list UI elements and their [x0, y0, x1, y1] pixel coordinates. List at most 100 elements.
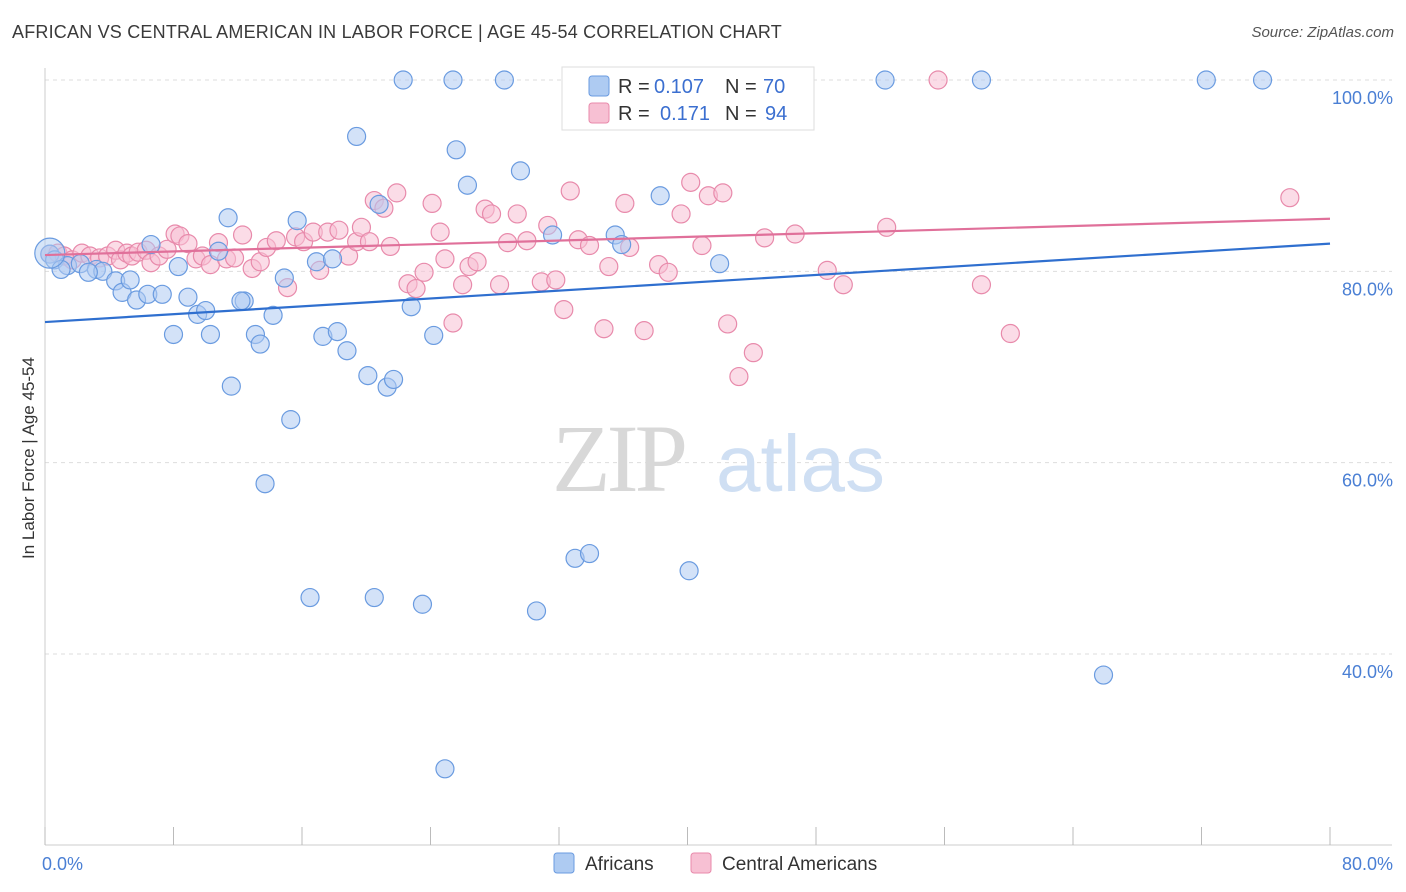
- series-legend: Africans Central Americans: [553, 852, 877, 875]
- central-americans-point: [560, 181, 580, 201]
- axes: [44, 68, 1392, 846]
- grid-lines: [45, 79, 1392, 655]
- central-americans-point: [594, 319, 614, 339]
- africans-point: [364, 587, 384, 608]
- central-americans-point: [634, 321, 654, 341]
- central-americans-point: [266, 231, 286, 251]
- central-americans-point: [743, 343, 763, 363]
- legend-swatch-africans: [588, 75, 610, 97]
- africans-point: [200, 324, 221, 345]
- africans-point: [120, 270, 140, 290]
- africans-point: [383, 369, 404, 390]
- bottom-legend-central: Central Americans: [722, 854, 877, 875]
- africans-point: [218, 208, 238, 228]
- africans-point: [971, 70, 992, 90]
- central-americans-point: [414, 262, 434, 282]
- africans-point: [1196, 70, 1216, 90]
- legend-n-africans: 70: [763, 76, 785, 98]
- central-americans-point: [681, 172, 701, 192]
- africans-point: [163, 324, 184, 345]
- africans-point: [281, 410, 301, 430]
- africans-point: [875, 70, 895, 90]
- africans-point: [168, 256, 188, 277]
- africans-point: [369, 194, 389, 214]
- africans-point: [306, 252, 327, 272]
- africans-point: [327, 322, 347, 342]
- central-americans-point: [359, 232, 380, 252]
- africans-point: [1252, 70, 1273, 90]
- central-americans-point: [817, 260, 837, 280]
- bottom-legend-swatch-africans: [553, 852, 575, 874]
- africans-point: [1093, 665, 1114, 685]
- africans-point: [393, 70, 413, 90]
- africans-trend-line: [44, 242, 1331, 324]
- central-americans-point: [387, 183, 407, 203]
- central-americans-point: [406, 278, 426, 299]
- africans-point: [196, 300, 216, 321]
- africans-point: [494, 70, 514, 90]
- africans-point: [287, 211, 307, 231]
- africans-point: [255, 474, 275, 494]
- bottom-legend-swatch-central: [690, 852, 712, 874]
- africans-point: [435, 759, 455, 779]
- y-tick-label: 100.0%: [1332, 88, 1393, 108]
- africans-point: [710, 254, 730, 274]
- africans-point: [650, 186, 670, 206]
- africans-point: [263, 305, 283, 325]
- central-americans-trend-line: [44, 217, 1331, 257]
- chart-source: Source: ZipAtlas.com: [1251, 24, 1394, 41]
- africans-point: [231, 291, 251, 311]
- watermark-zip: ZIP: [552, 405, 685, 512]
- central-americans-point: [833, 275, 853, 295]
- legend-n-label-africans: N =: [725, 76, 757, 98]
- y-tick-label: 80.0%: [1342, 279, 1393, 299]
- legend-n-label-central: N =: [725, 103, 757, 125]
- legend-n-central: 94: [765, 103, 787, 125]
- central-americans-point: [928, 70, 948, 90]
- chart-title: AFRICAN VS CENTRAL AMERICAN IN LABOR FOR…: [12, 22, 782, 42]
- central-americans-point: [430, 222, 450, 242]
- bottom-legend-africans: Africans: [585, 854, 654, 875]
- africans-point: [178, 287, 198, 307]
- central-americans-point: [692, 235, 712, 256]
- central-americans-point: [481, 204, 502, 224]
- y-axis-title: In Labor Force | Age 45-54: [19, 357, 38, 559]
- legend-r-label-africans: R =: [618, 76, 650, 98]
- legend-r-label-central: R =: [618, 103, 650, 125]
- central-americans-point: [658, 262, 678, 282]
- africans-point: [322, 249, 343, 269]
- central-americans-point: [971, 275, 992, 295]
- central-americans-point: [671, 204, 691, 224]
- africans-point: [358, 366, 378, 386]
- africans-point: [337, 341, 357, 361]
- x-tick-label: 80.0%: [1342, 854, 1393, 874]
- africans-points: [34, 70, 1273, 779]
- central-americans-point: [729, 366, 749, 387]
- central-americans-point: [877, 217, 897, 237]
- africans-point: [250, 334, 270, 354]
- central-americans-point: [546, 270, 566, 290]
- y-tick-labels: 100.0% 80.0% 60.0% 40.0%: [1332, 88, 1393, 682]
- y-tick-label: 60.0%: [1342, 471, 1393, 491]
- africans-point: [510, 161, 531, 181]
- central-americans-point: [453, 275, 473, 295]
- watermark-atlas: atlas: [716, 419, 885, 508]
- legend-swatch-central: [588, 102, 610, 124]
- africans-point: [221, 376, 241, 396]
- africans-point: [457, 175, 478, 195]
- africans-point: [446, 140, 466, 160]
- central-americans-point: [232, 225, 253, 245]
- central-americans-point: [713, 183, 733, 203]
- africans-point: [526, 601, 547, 621]
- africans-point: [612, 234, 632, 255]
- central-americans-point: [489, 275, 510, 295]
- central-americans-point: [1000, 323, 1020, 344]
- stats-legend: R = 0.107 N = 70 R = 0.171 N = 94: [561, 66, 815, 131]
- central-americans-point: [329, 220, 349, 240]
- y-tick-label: 40.0%: [1342, 662, 1393, 682]
- africans-point: [152, 284, 172, 304]
- central-americans-point: [579, 235, 600, 256]
- central-americans-point: [224, 248, 245, 268]
- central-americans-point: [554, 300, 574, 320]
